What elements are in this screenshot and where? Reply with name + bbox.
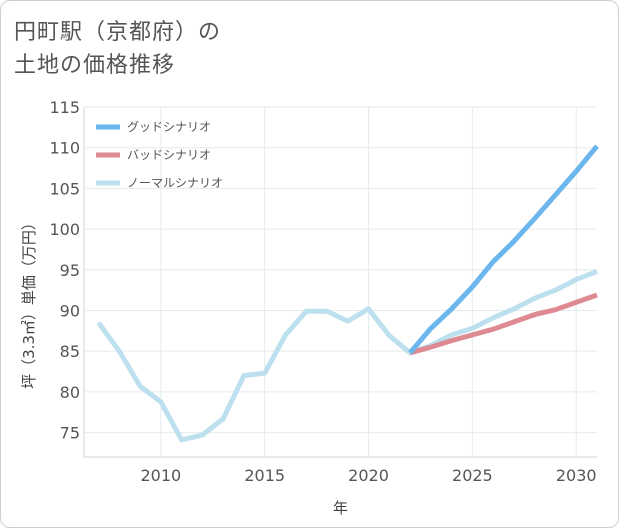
y-tick-label: 110: [49, 139, 80, 158]
chart-title-line-1: 円町駅（京都府）の: [14, 20, 222, 45]
y-tick-label: 115: [49, 98, 80, 117]
y-tick-label: 75: [60, 424, 80, 443]
legend-label-1: バッドシナリオ: [127, 148, 211, 162]
x-axis-ticks: 2010 2015 2020 2025 2030: [140, 466, 596, 485]
x-axis-label: 年: [333, 499, 348, 517]
x-tick-label: 2025: [452, 466, 493, 485]
legend-label-2: ノーマルシナリオ: [127, 176, 223, 190]
x-tick-label: 2030: [556, 466, 597, 485]
series-line-1: [409, 292, 598, 356]
y-axis-ticks: 75 80 85 90 95 100 105 110 115: [49, 98, 80, 443]
y-tick-label: 95: [60, 261, 80, 280]
y-tick-label: 90: [60, 301, 80, 320]
y-tick-label: 105: [49, 179, 80, 198]
y-tick-label: 100: [49, 220, 80, 239]
x-tick-label: 2015: [244, 466, 285, 485]
legend-label-0: グッドシナリオ: [127, 120, 211, 134]
y-axis-label: 坪（3.3㎡）単価（万円）: [20, 215, 38, 389]
chart-title: 円町駅（京都府）の 土地の価格推移: [14, 16, 221, 82]
y-tick-label: 85: [60, 342, 80, 361]
series-line-0: [408, 144, 599, 355]
series-line-2: [96, 269, 598, 443]
y-tick-label: 80: [60, 383, 80, 402]
chart-title-line-2: 土地の価格推移: [14, 53, 176, 78]
x-tick-label: 2010: [140, 466, 181, 485]
grid: [83, 106, 597, 458]
x-tick-label: 2020: [348, 466, 389, 485]
series-lines: [96, 144, 599, 443]
